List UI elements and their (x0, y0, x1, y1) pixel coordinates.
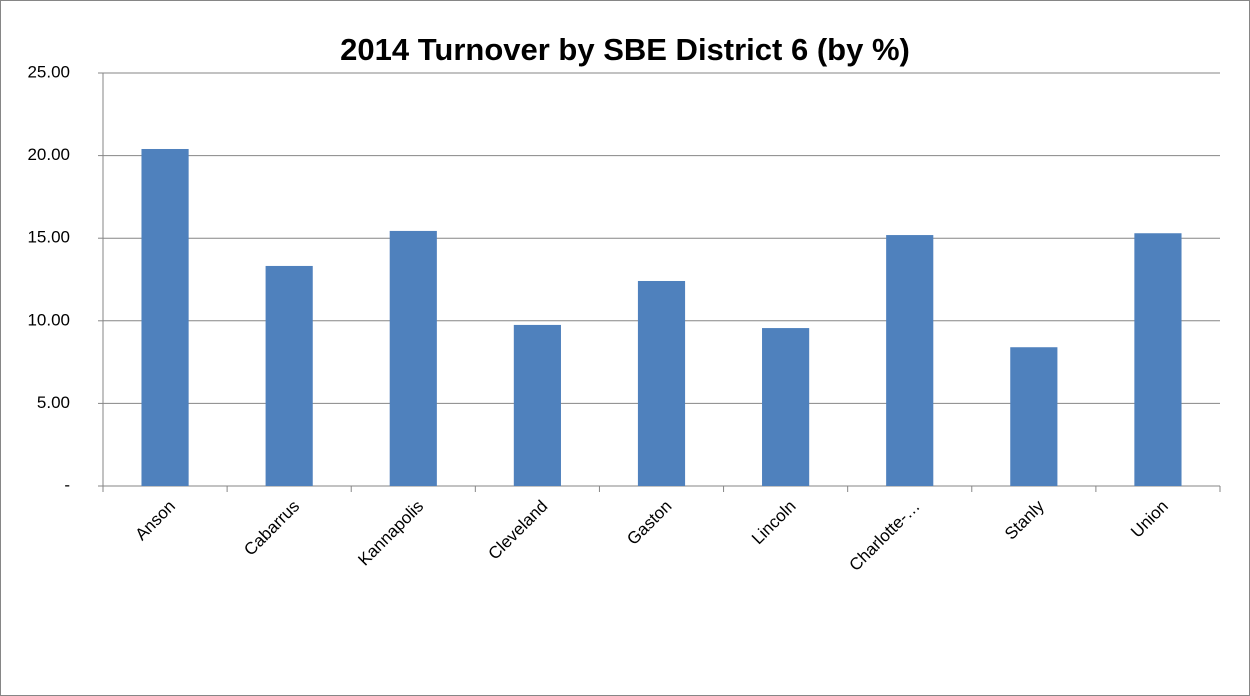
bar (389, 230, 437, 486)
bar (265, 265, 313, 486)
bar (141, 148, 189, 486)
bar (1134, 233, 1182, 486)
chart-title: 2014 Turnover by SBE District 6 (by %) (340, 32, 910, 67)
y-tick-label: 10.00 (27, 310, 70, 329)
y-tick-label: 20.00 (27, 145, 70, 164)
bar (1010, 347, 1058, 486)
y-tick-label: 25.00 (27, 62, 70, 81)
bar (886, 235, 934, 486)
bar (762, 328, 810, 486)
y-tick-label: 5.00 (37, 393, 70, 412)
bar (637, 280, 686, 486)
y-tick-label: - (64, 475, 70, 494)
y-tick-label: 15.00 (27, 228, 70, 247)
bar (513, 324, 561, 486)
